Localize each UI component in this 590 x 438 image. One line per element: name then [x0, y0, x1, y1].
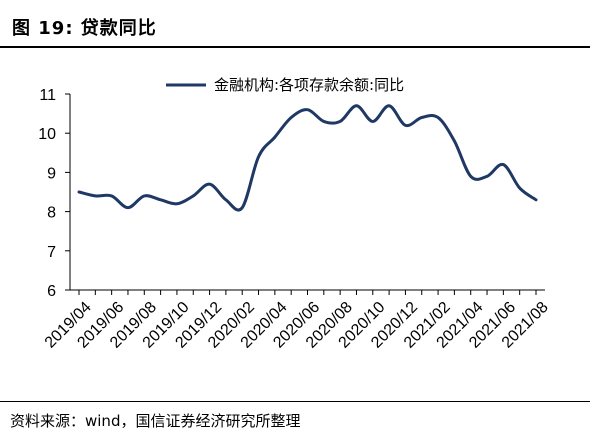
source-note: 资料来源：wind，国信证券经济研究所整理	[10, 412, 301, 430]
y-axis-ticks: 6 7 8 9 10 11	[38, 87, 70, 300]
series-lines	[77, 104, 538, 212]
line-chart: 6 7 8 9 10 11 2019/042019/062019/082019/10201…	[38, 76, 552, 352]
top-rule	[0, 46, 590, 48]
y-tick-label: 7	[47, 244, 56, 261]
y-tick-label: 10	[38, 126, 56, 143]
y-tick-label: 8	[47, 205, 56, 222]
legend-label: 金融机构:各项存款余额:同比	[214, 76, 404, 94]
y-tick-label: 9	[47, 165, 56, 182]
y-tick-label: 11	[39, 87, 56, 104]
chart-legend: 金融机构:各项存款余额:同比	[166, 76, 404, 94]
y-tick-label: 6	[47, 283, 56, 300]
bottom-rule	[0, 401, 590, 402]
series-line	[77, 104, 538, 212]
figure-title: 图 19: 贷款同比	[12, 18, 157, 39]
x-axis-ticks: 2019/042019/062019/082019/102019/122020/…	[42, 290, 552, 352]
chart-axes	[69, 94, 545, 291]
